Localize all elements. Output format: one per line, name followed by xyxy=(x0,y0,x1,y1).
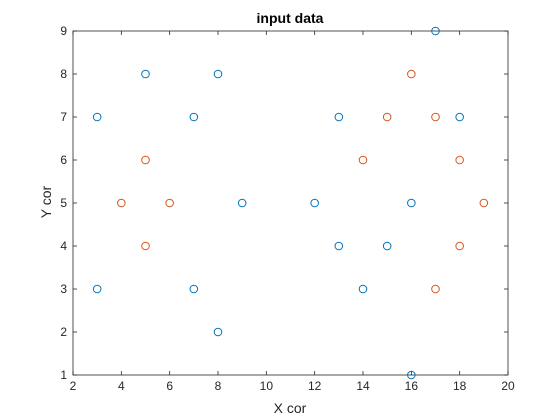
axes-box xyxy=(72,30,509,376)
data-point xyxy=(358,284,368,294)
y-tick-label: 8 xyxy=(60,67,67,81)
data-point xyxy=(141,69,150,79)
data-point xyxy=(310,198,319,208)
data-point xyxy=(431,284,440,294)
data-point xyxy=(237,198,247,208)
x-tick-label: 14 xyxy=(356,379,370,393)
data-point xyxy=(455,112,464,122)
y-tick-label: 9 xyxy=(60,24,67,38)
data-point xyxy=(189,112,199,122)
data-point xyxy=(358,155,368,165)
data-point xyxy=(431,112,440,122)
y-tick-label: 7 xyxy=(60,110,67,124)
x-axis-label: X cor xyxy=(274,400,307,416)
x-tick-label: 12 xyxy=(308,379,322,393)
data-point xyxy=(479,198,489,208)
data-point xyxy=(334,241,344,251)
data-point xyxy=(407,370,416,380)
x-tick-label: 8 xyxy=(215,379,222,393)
data-point xyxy=(334,112,344,122)
x-tick-label: 18 xyxy=(453,379,467,393)
axes-frame xyxy=(72,30,509,376)
x-tick-label: 16 xyxy=(405,379,419,393)
x-tick-label: 6 xyxy=(166,379,173,393)
data-point xyxy=(455,241,464,251)
data-point xyxy=(382,241,392,251)
data-point xyxy=(92,112,102,122)
data-point xyxy=(455,155,464,165)
y-axis-label: Y cor xyxy=(38,185,54,218)
x-tick-label: 20 xyxy=(501,379,515,393)
y-tick-label: 4 xyxy=(60,239,67,253)
y-tick-label: 3 xyxy=(60,282,67,296)
y-tick-label: 2 xyxy=(60,325,67,339)
data-point xyxy=(117,198,126,208)
data-point xyxy=(213,327,223,337)
y-tick-label: 6 xyxy=(60,153,67,167)
data-point xyxy=(165,198,174,208)
data-point xyxy=(407,69,416,79)
chart-title: input data xyxy=(257,10,324,26)
x-tick-label: 4 xyxy=(118,379,125,393)
axis-ticks xyxy=(72,30,509,376)
data-point xyxy=(141,155,150,165)
x-tick-label: 10 xyxy=(260,379,274,393)
data-point xyxy=(407,198,416,208)
data-point xyxy=(141,241,150,251)
data-point xyxy=(431,26,440,36)
x-tick-label: 2 xyxy=(70,379,77,393)
data-point xyxy=(213,69,223,79)
data-point xyxy=(92,284,102,294)
data-points xyxy=(92,26,489,380)
y-tick-label: 1 xyxy=(60,368,67,382)
data-point xyxy=(382,112,392,122)
y-tick-label: 5 xyxy=(60,196,67,210)
data-point xyxy=(189,284,199,294)
